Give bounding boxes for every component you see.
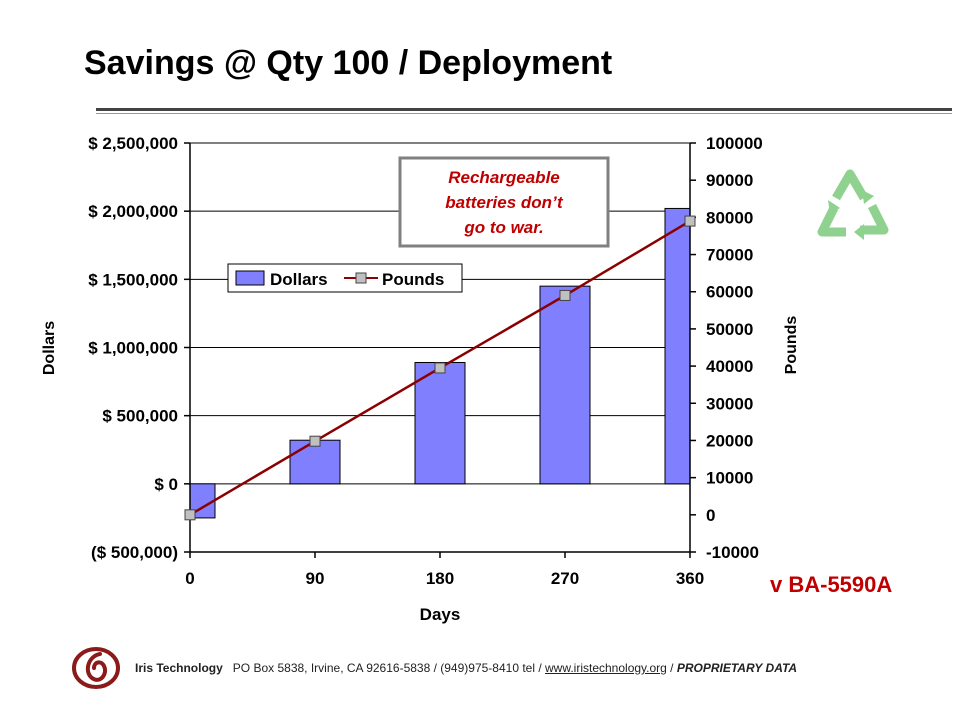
- y2-axis-label: Pounds: [783, 316, 800, 375]
- bar: [664, 207, 690, 485]
- annotation-line-2: batteries don’t: [445, 193, 564, 212]
- y2-tick-label: 30000: [706, 394, 753, 413]
- title-divider: [96, 108, 952, 111]
- bar: [414, 361, 466, 485]
- footer-address: PO Box 5838, Irvine, CA 92616-5838 / (94…: [232, 661, 545, 675]
- bar-group: [190, 207, 690, 519]
- y-tick-label: $ 0: [154, 475, 178, 494]
- y-axis-label: Dollars: [41, 321, 58, 375]
- pounds-marker: [309, 435, 321, 447]
- bar: [289, 439, 341, 485]
- y2-tick-label: 10000: [706, 469, 753, 488]
- y2-tick-label: 70000: [706, 246, 753, 265]
- annotation-box: Rechargeable batteries don’t go to war.: [398, 156, 610, 248]
- left-tick-labels: $ 2,500,000 $ 2,000,000 $ 1,500,000 $ 1,000…: [88, 134, 178, 562]
- y-tick-label: $ 500,000: [102, 407, 178, 426]
- bar: [539, 285, 591, 485]
- page-title: Savings @ Qty 100 / Deployment: [84, 44, 613, 82]
- axes: [184, 142, 696, 558]
- title-divider-thin: [96, 113, 952, 114]
- annotation-line-1: Rechargeable: [448, 168, 560, 187]
- legend-label-pounds: Pounds: [382, 270, 444, 289]
- legend-swatch-pounds-marker: [355, 272, 367, 284]
- x-tick-label: 90: [306, 569, 325, 588]
- recycle-icon: [817, 169, 889, 240]
- y-tick-label: $ 2,000,000: [88, 202, 178, 221]
- legend-swatch-dollars: [235, 270, 265, 286]
- pounds-line: [184, 215, 696, 521]
- footer: Iris Technology PO Box 5838, Irvine, CA 9…: [135, 661, 797, 675]
- pounds-marker: [434, 362, 446, 374]
- x-tick-label: 270: [551, 569, 579, 588]
- y2-tick-label: -10000: [706, 543, 759, 562]
- footer-website-link[interactable]: www.iristechnology.org: [545, 661, 667, 675]
- y2-tick-label: 20000: [706, 431, 753, 450]
- y2-tick-label: 0: [706, 506, 715, 525]
- y2-tick-label: 50000: [706, 320, 753, 339]
- iris-logo-icon: [72, 647, 120, 689]
- y-tick-label: $ 2,500,000: [88, 134, 178, 153]
- pounds-marker: [684, 215, 696, 227]
- y-tick-label: $ 1,000,000: [88, 339, 178, 358]
- legend-label-dollars: Dollars: [270, 270, 328, 289]
- y2-tick-label: 90000: [706, 171, 753, 190]
- y2-tick-label: 100000: [706, 134, 763, 153]
- bars: [190, 207, 690, 519]
- legend: Dollars Pounds: [227, 263, 463, 293]
- x-tick-label: 360: [676, 569, 704, 588]
- pounds-marker: [184, 509, 196, 521]
- y2-tick-label: 40000: [706, 357, 753, 376]
- x-axis-label: Days: [420, 605, 461, 624]
- x-tick-label: 0: [185, 569, 194, 588]
- footer-separator: /: [666, 661, 677, 675]
- right-tick-labels: 1000009000080000700006000050000400003000…: [706, 134, 763, 562]
- y-tick-label: ($ 500,000): [91, 543, 178, 562]
- x-tick-label: 180: [426, 569, 454, 588]
- y-tick-label: $ 1,500,000: [88, 270, 178, 289]
- annotation-line-3: go to war.: [463, 218, 543, 237]
- footer-company: Iris Technology: [135, 661, 223, 675]
- y2-tick-label: 80000: [706, 208, 753, 227]
- y2-tick-label: 60000: [706, 283, 753, 302]
- footer-proprietary: PROPRIETARY DATA: [676, 661, 798, 675]
- model-number: v BA-5590A: [770, 572, 893, 597]
- x-tick-labels: 0 90 180 270 360: [185, 569, 704, 588]
- pounds-marker: [559, 289, 571, 301]
